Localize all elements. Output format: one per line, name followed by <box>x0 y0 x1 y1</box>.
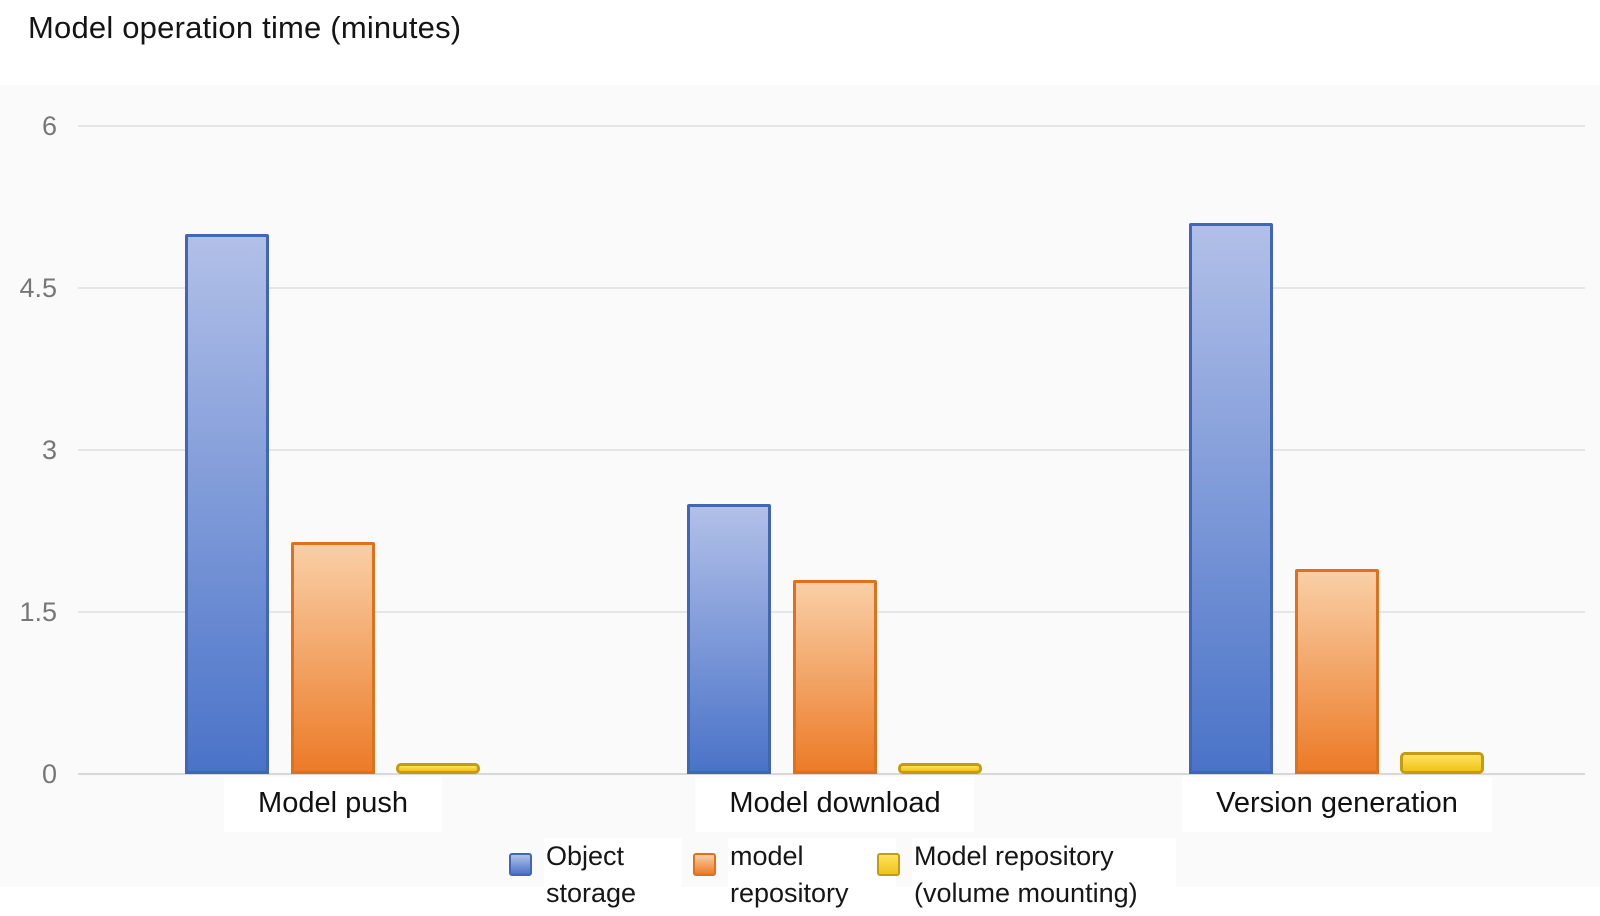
gridline-4.5 <box>78 287 1585 289</box>
chart-title: Model operation time (minutes) <box>28 10 462 45</box>
bar-object-storage-model-download <box>687 504 771 774</box>
y-tick-label-6: 6 <box>41 111 57 141</box>
y-tick-label-1-5: 1.5 <box>19 597 57 627</box>
category-label-model-download: Model download <box>695 777 975 832</box>
x-axis-line <box>78 773 1585 775</box>
bar-model-repository-volume-mounting-model-push <box>396 763 480 774</box>
bar-model-repository-volume-mounting-version-generation <box>1400 752 1484 774</box>
bar-model-repository-model-download <box>793 579 877 774</box>
bar-model-repository-volume-mounting-model-download <box>898 763 982 774</box>
y-tick-label-4-5: 4.5 <box>19 273 57 303</box>
gridline-6 <box>78 125 1585 127</box>
category-label-model-push: Model push <box>224 777 442 832</box>
bar-object-storage-model-push <box>185 234 269 774</box>
bar-model-repository-model-push <box>291 541 375 774</box>
bar-object-storage-version-generation <box>1189 223 1273 774</box>
bar-model-repository-version-generation <box>1295 568 1379 774</box>
y-tick-label-3: 3 <box>41 435 57 465</box>
gridline-3 <box>78 449 1585 451</box>
category-label-version-generation: Version generation <box>1182 777 1492 832</box>
y-tick-label-0: 0 <box>41 759 57 789</box>
